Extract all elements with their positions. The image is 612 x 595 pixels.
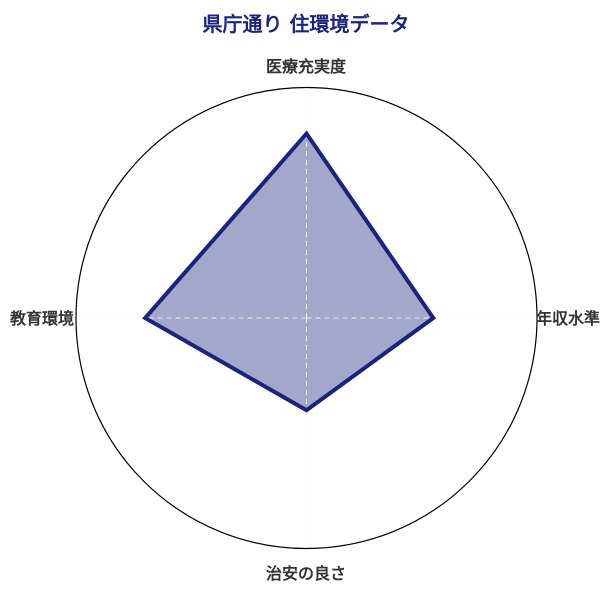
axis-label-1: 年収水準	[536, 309, 600, 328]
axis-label-3: 教育環境	[10, 309, 74, 328]
axis-label-0: 医療充実度	[266, 57, 347, 76]
chart-title: 県庁通り 住環境データ	[202, 12, 410, 36]
axis-label-2: 治安の良さ	[266, 564, 346, 583]
series-area	[145, 133, 434, 411]
outer-circle	[75, 86, 538, 550]
